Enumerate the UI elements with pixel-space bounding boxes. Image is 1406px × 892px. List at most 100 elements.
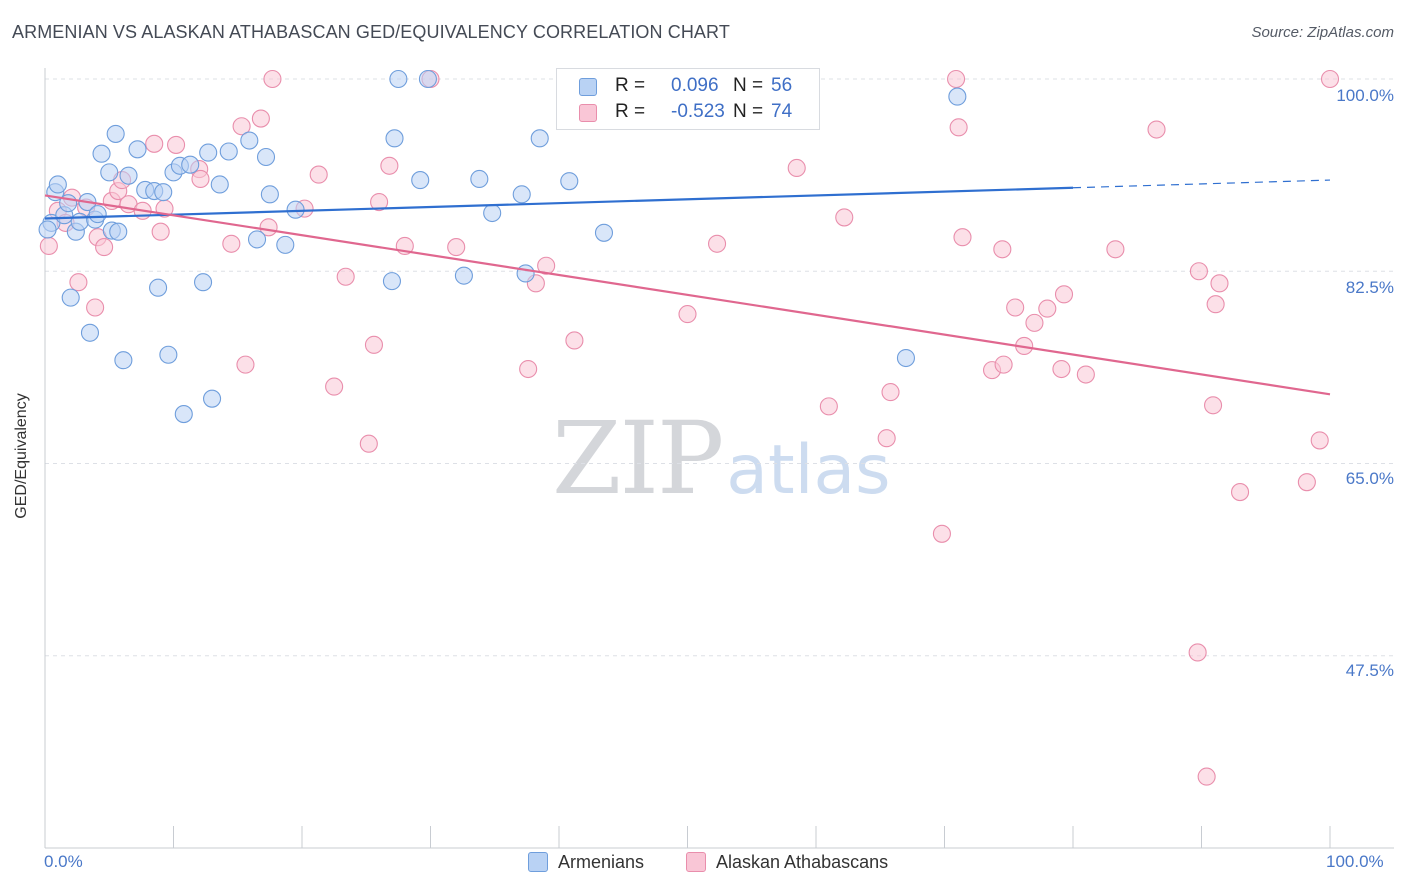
athabascans-point-61	[1076, 365, 1095, 384]
x-tick-label-min: 0.0%	[44, 852, 83, 871]
armenians-point-51	[560, 172, 579, 191]
athabascans-point-19	[191, 169, 210, 189]
armenians-point-18	[119, 166, 138, 185]
athabascans-point-73	[1320, 69, 1340, 89]
watermark: ZIPatlas	[552, 400, 891, 517]
athabascans-trend-line	[44, 194, 1331, 396]
legend-label-armenians: Armenians	[558, 852, 645, 872]
armenians-point-39	[286, 200, 305, 219]
athabascans-point-15	[151, 222, 170, 241]
athabascans-point-14	[145, 134, 164, 153]
athabascans-point-40	[565, 331, 584, 350]
athabascans-point-30	[359, 434, 378, 453]
armenians-trend-extension	[1072, 179, 1331, 189]
athabascans-point-39	[537, 256, 556, 275]
athabascans-swatch	[579, 104, 597, 122]
legend-r-label: R =	[615, 75, 646, 96]
armenians-point-34	[240, 131, 259, 150]
armenians-point-27	[174, 405, 193, 424]
athabascans-point-65	[1189, 262, 1208, 281]
armenians-legend-swatch	[528, 852, 548, 872]
armenians-point-50	[530, 129, 549, 148]
athabascans-point-25	[263, 69, 282, 89]
armenians-point-42	[389, 69, 408, 89]
athabascans-point-41	[678, 305, 697, 324]
athabascans-point-4	[69, 273, 88, 292]
legend-n-label: N =	[733, 75, 764, 96]
legend-item-athabascans: Alaskan Athabascans	[686, 852, 888, 873]
athabascans-point-48	[932, 524, 951, 543]
armenians-point-31	[203, 389, 222, 408]
armenians-swatch	[579, 78, 597, 96]
athabascans-point-55	[1006, 298, 1025, 317]
watermark-atlas: atlas	[726, 431, 891, 510]
armenians-trend-line	[44, 186, 1074, 220]
armenians-point-30	[199, 143, 218, 162]
athabascans-point-21	[232, 117, 251, 136]
armenians-point-48	[512, 185, 531, 204]
armenians-point-24	[159, 345, 178, 364]
watermark-zip: ZIP	[552, 400, 724, 517]
armenians-point-35	[247, 230, 267, 249]
athabascans-point-69	[1210, 274, 1229, 293]
armenians-point-47	[483, 203, 502, 223]
athabascans-point-63	[1147, 120, 1166, 139]
chart-title: ARMENIAN VS ALASKAN ATHABASCAN GED/EQUIV…	[12, 22, 730, 42]
athabascans-point-28	[325, 377, 344, 396]
athabascans-point-53	[993, 240, 1012, 259]
armenians-point-16	[109, 222, 128, 241]
y-tick-label-100: 100.0%	[1336, 86, 1394, 105]
athabascans-point-46	[877, 429, 896, 448]
athabascans-point-32	[370, 192, 389, 212]
armenians-point-7	[70, 212, 89, 231]
armenians-point-52	[594, 223, 614, 242]
armenians-point-36	[256, 147, 276, 167]
athabascans-point-70	[1231, 483, 1250, 502]
y-axis-label: GED/Equivalency	[13, 393, 30, 519]
athabascans-point-27	[309, 165, 328, 184]
athabascans-point-6	[86, 298, 105, 317]
armenians-point-49	[516, 264, 535, 283]
athabascans-point-72	[1310, 431, 1329, 450]
athabascans-point-20	[222, 234, 241, 253]
athabascans-point-67	[1204, 396, 1223, 415]
armenians-point-40	[382, 272, 402, 291]
athabascans-point-22	[236, 355, 255, 374]
legend-item-armenians: Armenians	[528, 852, 644, 873]
athabascans-point-71	[1297, 473, 1316, 492]
athabascans-point-62	[1106, 240, 1125, 259]
athabascans-point-47	[881, 383, 900, 402]
y-tick-label-65: 65.0%	[1345, 469, 1394, 488]
armenians-point-12	[92, 144, 111, 163]
armenians-point-17	[114, 351, 133, 370]
armenians-point-32	[210, 175, 229, 194]
legend-n-value: 74	[771, 101, 793, 122]
athabascans-point-44	[819, 397, 838, 416]
legend-label-athabascans: Alaskan Athabascans	[716, 852, 889, 872]
armenians-point-22	[149, 278, 168, 297]
x-tick-label-max: 100.0%	[1326, 852, 1384, 871]
athabascans-point-64	[1188, 643, 1207, 662]
armenians-point-2	[48, 175, 67, 194]
armenians-point-53	[896, 348, 916, 368]
athabascans-point-58	[1038, 299, 1057, 318]
athabascans-point-49	[947, 69, 966, 89]
armenians-point-55	[38, 220, 57, 239]
armenians-point-44	[418, 69, 437, 89]
armenians-point-13	[100, 163, 119, 182]
armenians-point-45	[454, 266, 473, 285]
armenians-point-9	[80, 323, 100, 342]
athabascans-point-36	[447, 238, 466, 257]
athabascans-point-54	[994, 355, 1013, 374]
athabascans-point-51	[953, 228, 972, 247]
legend-n-label: N =	[733, 101, 764, 122]
armenians-point-37	[260, 185, 279, 204]
athabascans-point-50	[949, 118, 968, 137]
athabascans-point-66	[1197, 767, 1216, 786]
athabascans-point-60	[1054, 285, 1074, 304]
armenians-point-43	[411, 171, 430, 190]
athabascans-point-57	[1025, 313, 1044, 332]
athabascans-point-68	[1206, 295, 1225, 314]
athabascans-legend-swatch	[686, 852, 706, 872]
